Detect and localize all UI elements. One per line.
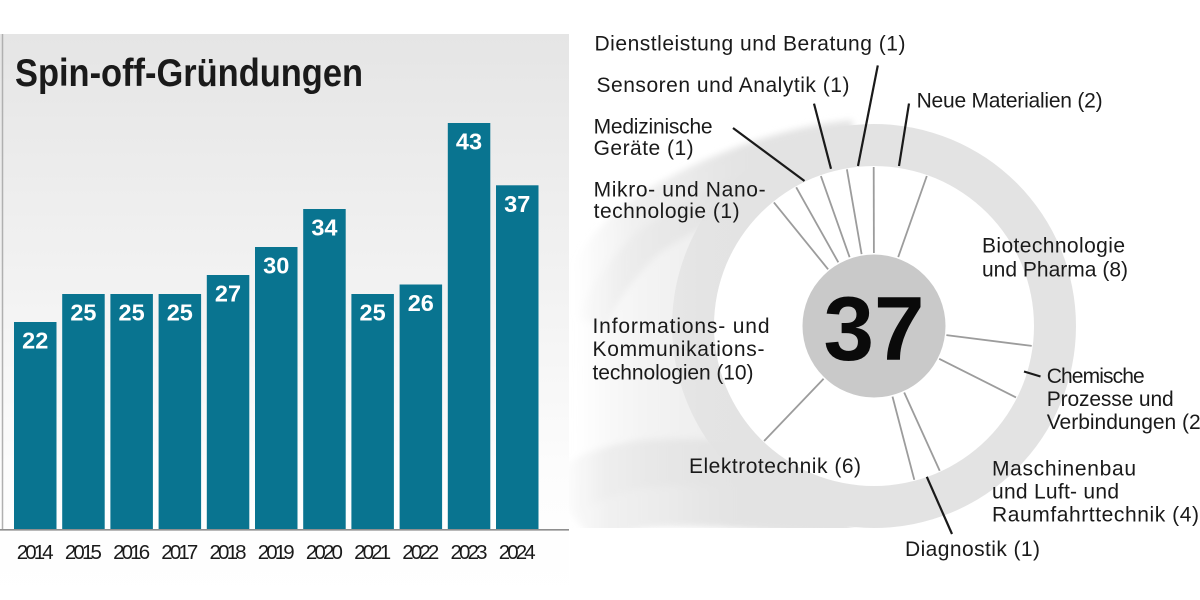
svg-text:37: 37 — [824, 279, 925, 380]
svg-text:2017: 2017 — [161, 541, 198, 564]
svg-text:Chemische: Chemische — [1047, 365, 1145, 388]
svg-text:2020: 2020 — [306, 541, 343, 564]
svg-text:26: 26 — [408, 290, 434, 316]
svg-text:30: 30 — [263, 253, 289, 279]
svg-text:34: 34 — [311, 215, 337, 241]
svg-text:Informations- und: Informations- und — [593, 315, 770, 338]
svg-text:2021: 2021 — [354, 541, 391, 564]
svg-text:Dienstleistung und Beratung (1: Dienstleistung und Beratung (1) — [595, 33, 906, 56]
svg-text:Prozesse und: Prozesse und — [1047, 388, 1174, 411]
svg-text:43: 43 — [456, 129, 482, 155]
svg-text:Sensoren und Analytik (1): Sensoren und Analytik (1) — [597, 74, 850, 97]
svg-text:technologien (10): technologien (10) — [593, 361, 754, 384]
svg-text:und Pharma (8): und Pharma (8) — [982, 259, 1128, 282]
svg-text:2022: 2022 — [402, 541, 439, 564]
svg-text:37: 37 — [504, 191, 530, 217]
svg-text:Verbindungen (2): Verbindungen (2) — [1047, 411, 1200, 434]
svg-text:Neue Materialien (2): Neue Materialien (2) — [917, 90, 1103, 113]
svg-text:Diagnostik (1): Diagnostik (1) — [905, 538, 1040, 561]
svg-text:25: 25 — [360, 300, 386, 326]
svg-text:Medizinische: Medizinische — [594, 116, 713, 139]
svg-text:2018: 2018 — [210, 541, 247, 564]
svg-text:Elektrotechnik (6): Elektrotechnik (6) — [689, 455, 861, 478]
svg-text:Biotechnologie: Biotechnologie — [982, 235, 1125, 258]
svg-text:2024: 2024 — [499, 541, 536, 564]
svg-text:2016: 2016 — [113, 541, 150, 564]
svg-text:22: 22 — [22, 328, 48, 354]
svg-text:2019: 2019 — [258, 541, 295, 564]
svg-text:und Luft- und: und Luft- und — [992, 481, 1119, 504]
svg-text:Mikro- und Nano-: Mikro- und Nano- — [594, 179, 766, 202]
svg-text:25: 25 — [167, 300, 193, 326]
svg-text:25: 25 — [119, 300, 145, 326]
svg-text:Geräte (1): Geräte (1) — [594, 137, 694, 160]
svg-text:25: 25 — [70, 300, 96, 326]
svg-text:technologie (1): technologie (1) — [594, 200, 740, 223]
svg-text:Raumfahrttechnik (4): Raumfahrttechnik (4) — [992, 504, 1199, 527]
svg-text:2014: 2014 — [17, 541, 54, 564]
svg-text:2023: 2023 — [451, 541, 488, 564]
svg-text:Maschinenbau: Maschinenbau — [992, 458, 1136, 481]
svg-text:Spin-off-Gründungen: Spin-off-Gründungen — [15, 52, 363, 95]
svg-text:27: 27 — [215, 281, 241, 307]
svg-text:Kommunikations-: Kommunikations- — [593, 338, 765, 361]
svg-text:2015: 2015 — [65, 541, 102, 564]
